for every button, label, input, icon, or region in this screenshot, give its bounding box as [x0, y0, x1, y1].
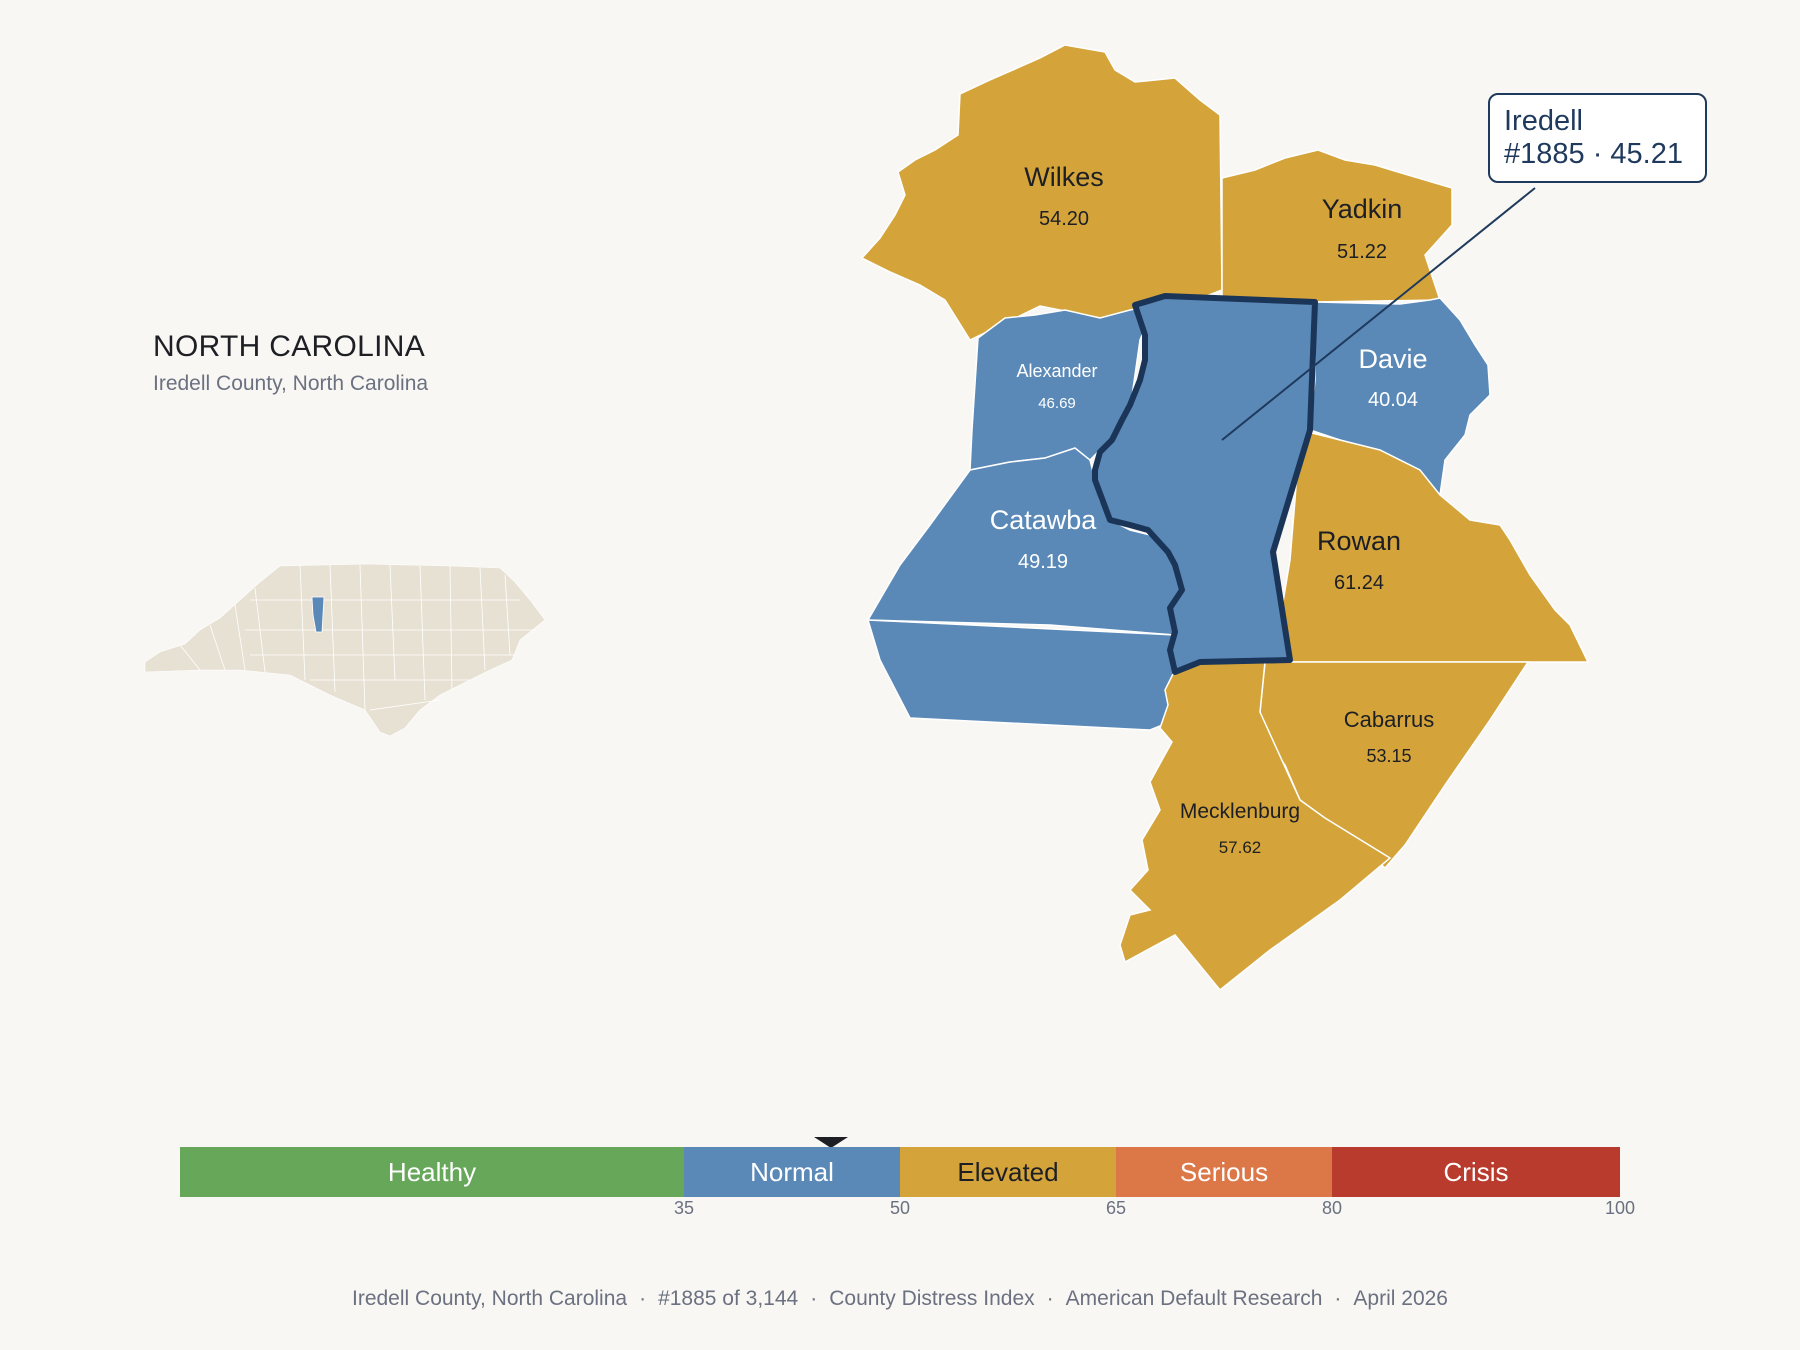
- focus-county-callout: Iredell #1885 · 45.21: [1488, 93, 1707, 183]
- county-value-label: 53.15: [1366, 746, 1411, 766]
- county-lincoln: [866, 619, 1176, 731]
- footer-county: Iredell County, North Carolina: [352, 1287, 628, 1310]
- callout-leader-line: [1221, 187, 1536, 441]
- legend-tick: 35: [673, 1198, 695, 1218]
- county-wilkes[interactable]: [860, 44, 1223, 341]
- callout-rank-score: #1885 · 45.21: [1504, 138, 1683, 170]
- county-name-label: Mecklenburg: [1180, 800, 1300, 823]
- county-value-label: 51.22: [1337, 241, 1387, 263]
- county-value-label: 54.20: [1039, 208, 1089, 230]
- footer-caption: Iredell County, North Carolina · #1885 of …: [352, 1287, 1448, 1310]
- score-marker-icon: [814, 1137, 848, 1148]
- legend-segment-serious: Serious: [1116, 1147, 1332, 1197]
- county-name-label: Cabarrus: [1344, 707, 1434, 732]
- state-subtitle: Iredell County, North Carolina: [153, 372, 429, 395]
- legend-segment-normal: Normal: [684, 1147, 900, 1197]
- county-value-label: 61.24: [1334, 572, 1384, 594]
- legend-tick: 100: [1604, 1198, 1636, 1218]
- legend-segment-elevated: Elevated: [900, 1147, 1116, 1197]
- footer-date: April 2026: [1353, 1287, 1448, 1310]
- footer-index: County Distress Index: [829, 1287, 1035, 1310]
- callout-county-name: Iredell: [1504, 105, 1583, 137]
- county-value-label: 40.04: [1368, 389, 1418, 411]
- county-name-label: Yadkin: [1322, 194, 1403, 224]
- county-name-label: Wilkes: [1024, 162, 1104, 192]
- inset-iredell-highlight: [311, 596, 325, 633]
- distress-scale-legend: Healthy Normal Elevated Serious Crisis: [180, 1147, 1620, 1197]
- county-iredell[interactable]: [1092, 293, 1318, 675]
- legend-segment-crisis: Crisis: [1332, 1147, 1620, 1197]
- county-name-label: Davie: [1358, 344, 1427, 374]
- legend-tick: 50: [889, 1198, 911, 1218]
- inset-county-borders: [179, 564, 535, 711]
- county-mecklenburg[interactable]: [1119, 659, 1392, 992]
- legend-tick: 80: [1321, 1198, 1343, 1218]
- county-name-label: Catawba: [990, 505, 1098, 535]
- county-value-label: 46.69: [1038, 395, 1076, 412]
- county-name-label: Rowan: [1317, 526, 1401, 556]
- county-yadkin[interactable]: [1221, 149, 1453, 303]
- state-title: NORTH CAROLINA: [153, 330, 426, 363]
- legend-segment-healthy: Healthy: [180, 1147, 684, 1197]
- county-name-label: Alexander: [1016, 361, 1097, 381]
- footer-source: American Default Research: [1065, 1287, 1323, 1310]
- footer-rank: #1885 of 3,144: [658, 1287, 799, 1310]
- inset-state-shape: [144, 563, 546, 737]
- county-value-label: 49.19: [1018, 551, 1068, 573]
- state-inset-map: [144, 563, 546, 737]
- legend-tick: 65: [1105, 1198, 1127, 1218]
- county-value-label: 57.62: [1219, 838, 1262, 857]
